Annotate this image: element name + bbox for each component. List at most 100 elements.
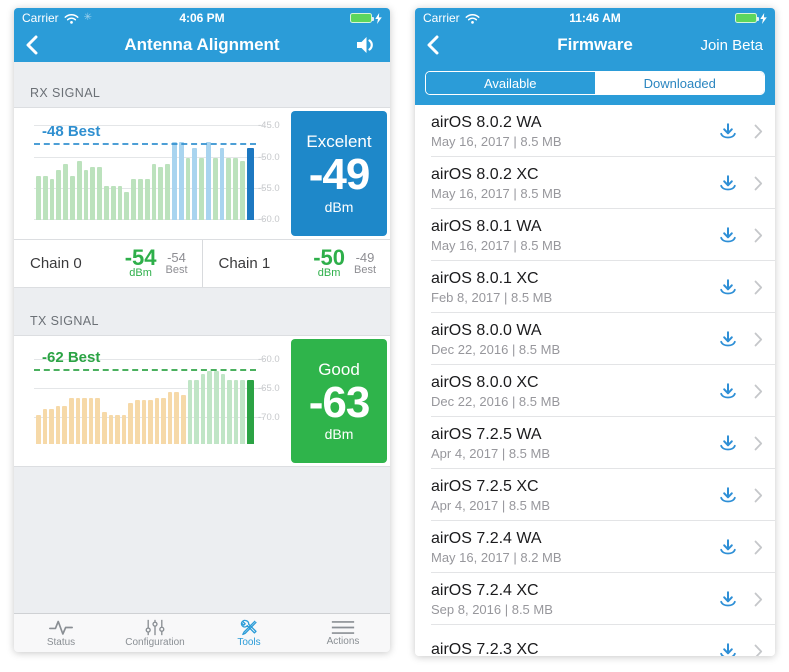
menu-icon — [331, 620, 355, 634]
firmware-row[interactable]: airOS 8.0.2 XC May 16, 2017 | 8.5 MB — [415, 157, 775, 209]
rx-signal-bar — [185, 157, 191, 220]
tx-signal-bar — [101, 412, 107, 444]
download-button[interactable] — [716, 588, 740, 610]
axis-tick-label: -65.0 — [258, 382, 280, 394]
rx-signal-bar — [205, 141, 211, 220]
chain-best: -49 Best — [353, 249, 376, 276]
tx-signal-bar — [55, 406, 61, 444]
rx-bars — [36, 120, 254, 220]
download-icon — [720, 278, 736, 294]
firmware-name: airOS 7.2.5 WA — [431, 425, 542, 443]
download-button[interactable] — [716, 484, 740, 506]
firmware-row[interactable]: airOS 8.0.0 XC Dec 22, 2016 | 8.5 MB — [415, 365, 775, 417]
download-button[interactable] — [716, 224, 740, 246]
firmware-row[interactable]: airOS 7.2.5 XC Apr 4, 2017 | 8.5 MB — [415, 469, 775, 521]
tx-signal-bar — [247, 380, 254, 444]
download-button[interactable] — [716, 276, 740, 298]
rx-value: -49 — [308, 150, 371, 200]
back-button[interactable] — [427, 33, 453, 57]
rx-signal-bar — [165, 163, 170, 220]
tx-signal-bar — [220, 374, 226, 444]
download-button[interactable] — [716, 380, 740, 402]
chevron-right-icon — [754, 332, 763, 346]
firmware-name: airOS 8.0.1 WA — [431, 217, 542, 235]
charging-bolt-icon — [375, 12, 382, 24]
chevron-right-icon — [754, 644, 763, 656]
chevron-right-icon — [754, 228, 763, 242]
tx-signal-bar — [82, 397, 87, 444]
chevron-right-icon — [754, 280, 763, 294]
firmware-meta: May 16, 2017 | 8.5 MB — [431, 237, 562, 253]
chevron-right-icon — [754, 384, 763, 398]
firmware-meta: May 16, 2017 | 8.5 MB — [431, 185, 562, 201]
download-button[interactable] — [716, 328, 740, 350]
tx-signal-bar — [42, 409, 48, 444]
firmware-row[interactable]: airOS 8.0.1 WA May 16, 2017 | 8.5 MB — [415, 209, 775, 261]
firmware-row[interactable]: airOS 7.2.3 XC — [415, 625, 775, 656]
tab-status[interactable]: Status — [14, 614, 108, 652]
tx-signal-bar — [121, 414, 127, 444]
firmware-name: airOS 8.0.0 WA — [431, 321, 542, 339]
segmented-control: Available Downloaded — [425, 71, 765, 95]
tx-signal-bar — [233, 380, 239, 444]
tab-tools[interactable]: Tools — [202, 614, 296, 652]
rx-signal-bar — [49, 179, 55, 220]
download-button[interactable] — [716, 432, 740, 454]
tx-signal-bar — [240, 380, 245, 444]
status-bar-time: 11:46 AM — [569, 11, 621, 25]
firmware-meta: Apr 4, 2017 | 8.5 MB — [431, 445, 550, 461]
firmware-name: airOS 7.2.3 XC — [431, 641, 539, 656]
download-button[interactable] — [716, 536, 740, 558]
sound-toggle-button[interactable] — [354, 35, 378, 55]
segment-available[interactable]: Available — [426, 72, 595, 94]
back-button[interactable] — [26, 33, 52, 57]
firmware-row[interactable]: airOS 8.0.2 WA May 16, 2017 | 8.5 MB — [415, 105, 775, 157]
firmware-name: airOS 8.0.0 XC — [431, 373, 539, 391]
rx-signal-bar — [219, 148, 225, 220]
tx-signal-bar — [167, 391, 173, 444]
carrier-label: Carrier — [22, 11, 59, 25]
chain-label: Chain 0 — [30, 255, 82, 272]
rx-signal-bar — [171, 141, 177, 220]
segment-downloaded[interactable]: Downloaded — [594, 72, 764, 94]
firmware-row[interactable]: airOS 8.0.0 WA Dec 22, 2016 | 8.5 MB — [415, 313, 775, 365]
axis-tick-label: -50.0 — [258, 151, 280, 163]
chain-value: -54 dBm — [124, 244, 157, 280]
rx-signal-bar — [117, 185, 123, 220]
tab-configuration[interactable]: Configuration — [108, 614, 202, 652]
join-beta-button[interactable]: Join Beta — [700, 36, 763, 54]
tx-signal-bar — [68, 397, 74, 444]
firmware-row[interactable]: airOS 8.0.1 XC Feb 8, 2017 | 8.5 MB — [415, 261, 775, 313]
firmware-row[interactable]: airOS 7.2.5 WA Apr 4, 2017 | 8.5 MB — [415, 417, 775, 469]
rx-signal-bar — [212, 157, 218, 220]
download-button[interactable] — [716, 120, 740, 142]
tx-signal-bar — [62, 406, 67, 444]
page-title: Antenna Alignment — [124, 35, 280, 54]
page-title: Firmware — [557, 35, 633, 54]
chain-item: Chain 1 -50 dBm -49 Best — [201, 240, 391, 287]
firmware-row[interactable]: airOS 7.2.4 WA May 16, 2017 | 8.2 MB — [415, 521, 775, 573]
download-icon — [720, 122, 736, 138]
rx-signal-bar — [56, 170, 62, 220]
charging-bolt-icon — [760, 12, 767, 24]
rx-signal-bar — [110, 185, 116, 220]
tx-signal-bar — [214, 371, 219, 444]
chevron-right-icon — [754, 540, 763, 554]
download-button[interactable] — [716, 640, 740, 656]
tx-signal-bar — [36, 414, 41, 444]
rx-signal-chart: -45.0 -50.0 -55.0 -60.0 -48 Best — [34, 120, 280, 225]
tx-signal-bar — [148, 400, 153, 444]
firmware-row[interactable]: airOS 7.2.4 XC Sep 8, 2016 | 8.5 MB — [415, 573, 775, 625]
gridline — [34, 387, 264, 389]
tab-actions[interactable]: Actions — [296, 614, 390, 652]
chain-row: Chain 0 -54 dBm -54 Best Chain 1 -50 dBm -4… — [14, 240, 390, 288]
download-icon — [720, 538, 736, 554]
axis-tick-label: -60.0 — [258, 353, 280, 365]
rx-unit: dBm — [324, 198, 354, 215]
axis-tick-label: -60.0 — [258, 214, 280, 225]
download-button[interactable] — [716, 172, 740, 194]
download-icon — [720, 382, 736, 398]
download-icon — [720, 434, 736, 450]
tx-signal-bar — [49, 409, 54, 444]
tx-signal-bar — [187, 380, 193, 444]
